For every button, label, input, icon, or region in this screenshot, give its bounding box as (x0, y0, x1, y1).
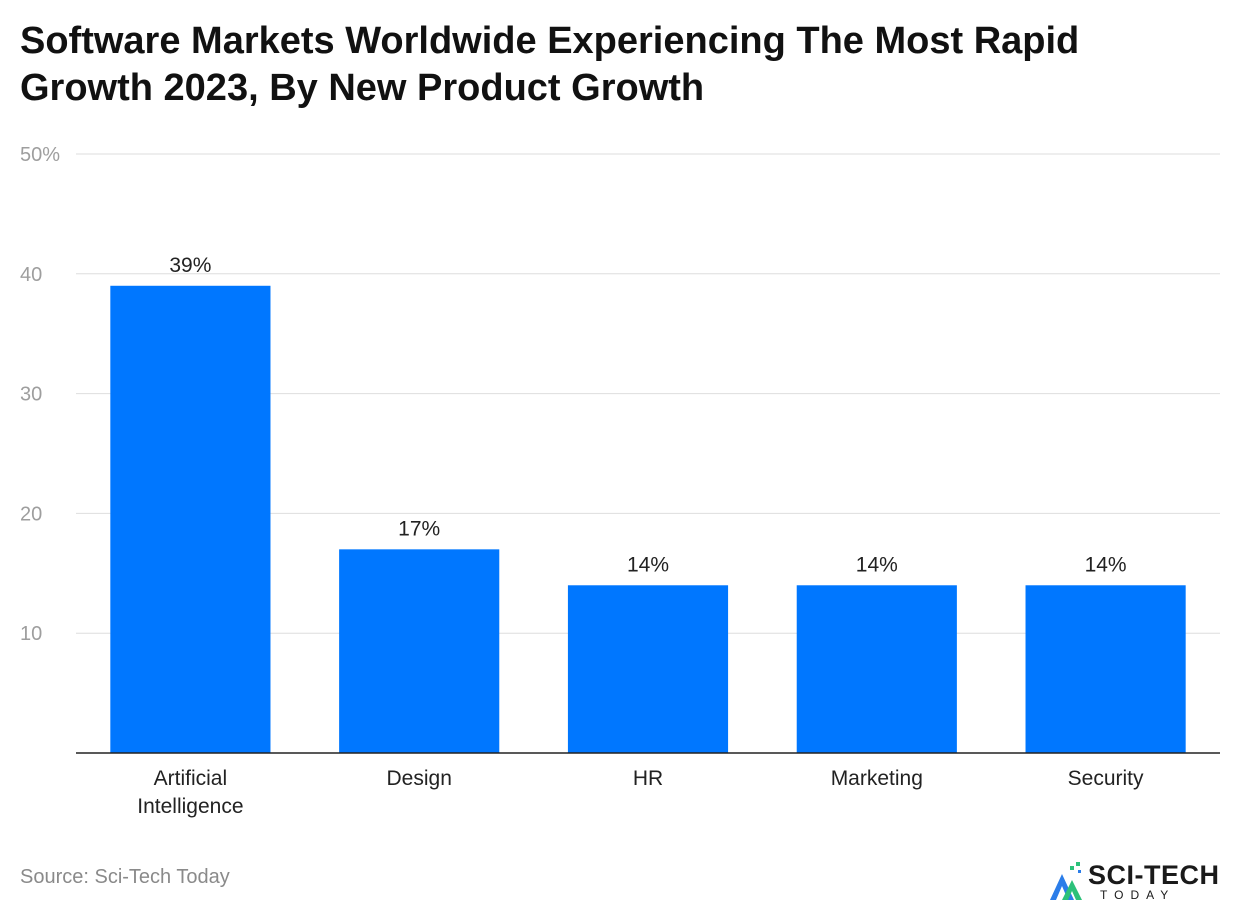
data-label-0: 39% (169, 254, 211, 277)
x-axis-labels: Artificial Intelligence Design HR Marketing S… (137, 767, 1144, 818)
bar-2 (567, 585, 729, 753)
bars (110, 285, 1186, 753)
data-labels: 39% 17% 14% 14% 14% (169, 254, 1126, 577)
logo-subtitle: TODAY (1100, 888, 1176, 902)
data-label-4: 14% (1085, 553, 1127, 576)
y-tick-label-10: 10 (20, 623, 42, 645)
logo-wordmark: SCI-TECH (1088, 860, 1220, 890)
data-label-2: 14% (627, 553, 669, 576)
category-label-1: Design (387, 767, 452, 790)
bar-3 (796, 585, 957, 753)
category-label-0: Artificial Intelligence (137, 767, 243, 818)
y-axis-ticks: 10 20 30 40 50% (20, 144, 60, 645)
source-note: Source: Sci-Tech Today (20, 866, 230, 888)
bar-0 (110, 285, 271, 753)
y-tick-label-20: 20 (20, 503, 42, 525)
y-tick-label-50: 50% (20, 144, 60, 166)
y-tick-label-30: 30 (20, 384, 42, 406)
chart-title: Software Markets Worldwide Experiencing … (20, 20, 1080, 109)
y-tick-label-40: 40 (20, 264, 42, 286)
category-label-3: Marketing (831, 767, 923, 790)
logo-mark-icon (1050, 862, 1082, 900)
bar-1 (339, 549, 500, 753)
data-label-3: 14% (856, 553, 898, 576)
sci-tech-logo: SCI-TECH TODAY (1048, 858, 1228, 906)
category-label-4: Security (1068, 767, 1144, 790)
data-label-1: 17% (398, 517, 440, 540)
bar-4 (1025, 585, 1186, 753)
category-label-2: HR (633, 767, 663, 790)
